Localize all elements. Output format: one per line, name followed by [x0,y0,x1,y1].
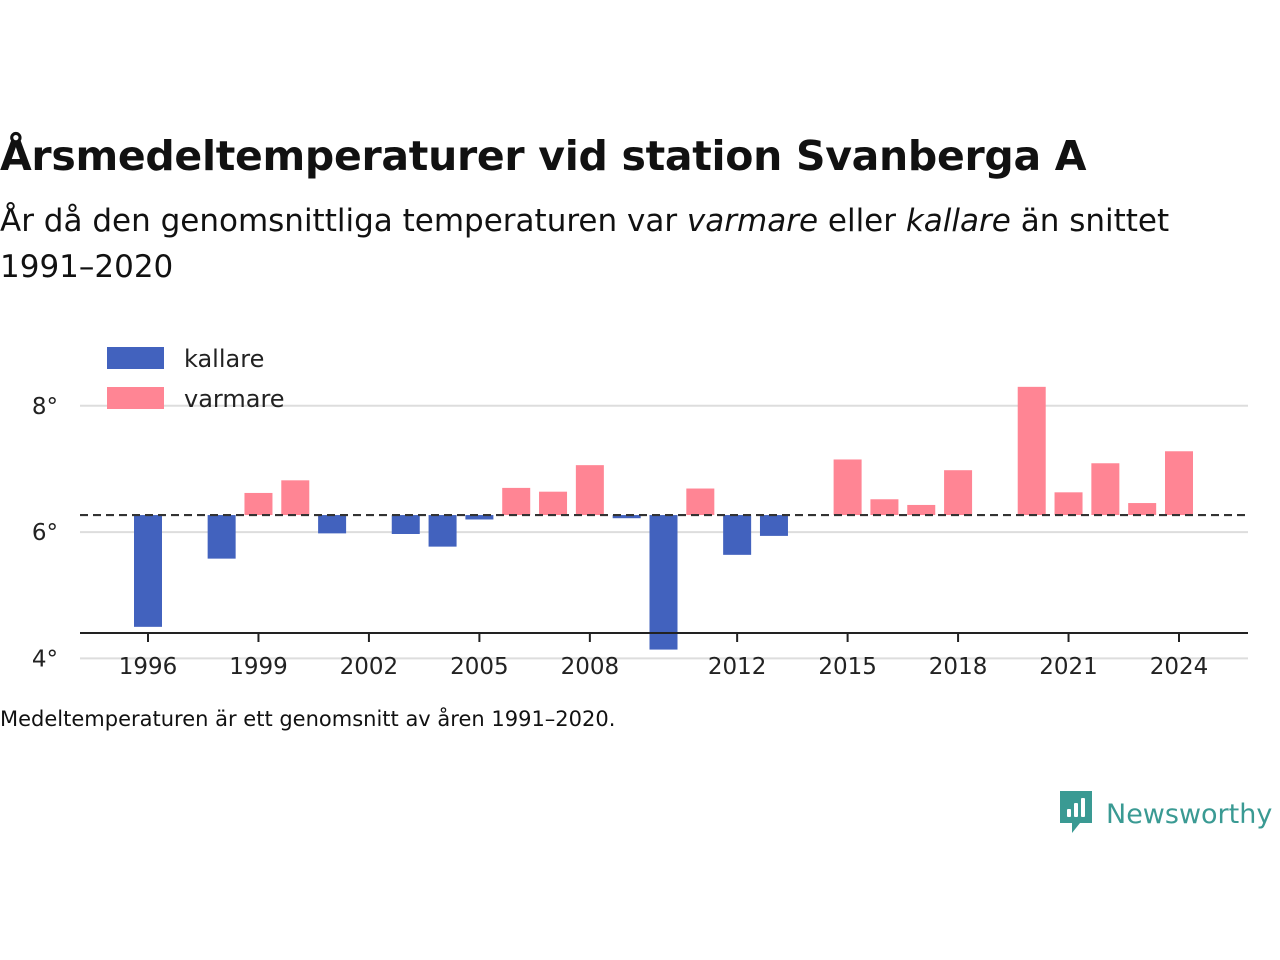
x-tick-label-1996: 1996 [119,654,178,680]
subtitle-text-1: År då den genomsnittliga temperaturen va… [0,203,687,239]
bar-2011 [686,488,715,516]
newsworthy-brand: Newsworthy [1058,790,1272,838]
bar-2022 [1091,463,1120,516]
x-tick-label-2008: 2008 [561,654,620,680]
x-axis-ticks: 1996 1999 2002 2005 2008 2012 2015 2018 2021 2024 [119,633,1209,680]
bar-2016 [870,499,899,516]
bar-2017 [907,504,936,516]
bar-2021 [1054,492,1083,516]
newsworthy-logo-icon [1058,789,1094,839]
footnote: Medeltemperaturen är ett genomsnitt av å… [0,707,616,731]
bar-2003 [391,515,420,534]
x-tick-label-2005: 2005 [450,654,509,680]
y-tick-label-6: 6° [32,520,58,546]
legend-swatch-kallare [107,347,164,369]
x-tick-label-1999: 1999 [229,654,288,680]
x-tick-label-2024: 2024 [1150,654,1209,680]
x-tick-label-2012: 2012 [708,654,767,680]
subtitle-text-2: eller [818,203,906,239]
y-tick-label-4: 4° [32,646,58,672]
bar-2018 [944,470,973,516]
bar-2005 [465,515,494,520]
bar-2004 [428,515,457,547]
x-tick-label-2018: 2018 [929,654,988,680]
bar-2015 [833,459,862,516]
bar-2000 [281,480,310,516]
legend: kallare varmare [107,345,285,413]
bar-2007 [539,491,568,516]
y-tick-label-8: 8° [32,394,58,420]
x-tick-label-2015: 2015 [818,654,877,680]
legend-label-kallare: kallare [184,345,264,373]
subtitle-text-3: än snittet 1991–2020 [0,203,1170,285]
bar-1998 [207,515,236,559]
chart-title: Årsmedeltemperaturer vid station Svanber… [0,132,1087,180]
bar-2001 [318,515,347,534]
x-tick-label-2002: 2002 [340,654,399,680]
subtitle-cold-word: kallare [905,203,1011,239]
bar-2009 [612,515,641,519]
legend-label-varmare: varmare [184,385,285,413]
subtitle-warm-word: varmare [686,203,819,239]
legend-swatch-varmare [107,387,164,409]
bar-1999 [244,492,273,516]
bar-2008 [575,465,604,516]
bar-2024 [1165,451,1193,516]
chart-subtitle: År då den genomsnittliga temperaturen va… [0,198,1200,290]
bar-chart: 1996 1999 2002 2005 2008 2012 2015 2018 2021 2024… [32,345,1248,680]
x-tick-label-2021: 2021 [1039,654,1098,680]
bar-2013 [759,515,788,536]
bars [134,386,1193,650]
brand-name: Newsworthy [1106,798,1273,830]
bar-2012 [723,515,752,555]
bar-2020 [1017,386,1046,516]
bar-2010 [649,515,678,650]
bar-2023 [1128,503,1157,516]
bar-1996 [134,515,162,627]
bar-2006 [502,487,531,516]
y-axis-ticks: 4° 6° 8° [32,394,58,673]
